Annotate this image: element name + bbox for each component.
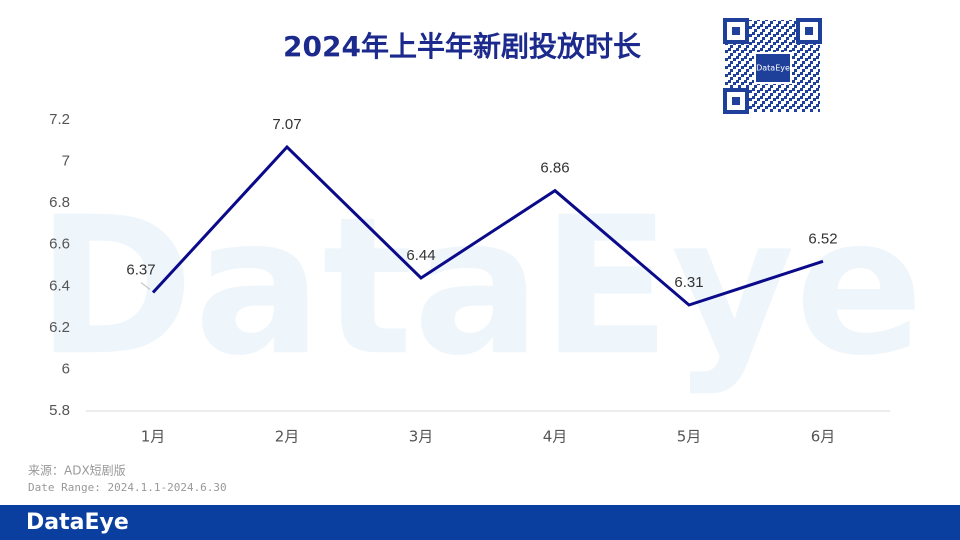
data-label: 6.31 (674, 274, 703, 291)
date-range: Date Range: 2024.1.1-2024.6.30 (28, 481, 227, 494)
y-tick-label: 6.6 (49, 236, 70, 253)
footer-bar (0, 505, 960, 540)
y-tick-label: 6 (62, 360, 70, 377)
data-label: 6.52 (808, 230, 837, 247)
y-tick-label: 7.2 (49, 111, 70, 128)
y-tick-label: 5.8 (49, 402, 70, 419)
x-tick-label: 5月 (677, 428, 702, 446)
chart-title: 2024年上半年新剧投放时长 (283, 30, 641, 63)
x-tick-label: 6月 (811, 428, 836, 446)
brand: DataEye (26, 510, 129, 535)
x-tick-label: 3月 (409, 428, 434, 446)
y-tick-label: 6.8 (49, 194, 70, 211)
data-line (151, 144, 824, 307)
data-label: 6.37 (126, 261, 155, 278)
y-tick-label: 6.2 (49, 319, 70, 336)
leader-line (140, 282, 151, 290)
qr-label: DataEye (756, 64, 790, 73)
x-tick-label: 1月 (141, 428, 166, 446)
y-tick-label: 7 (62, 153, 70, 170)
qr-code: DataEye (723, 18, 822, 114)
y-tick-label: 6.4 (49, 277, 70, 294)
source: 来源：ADX短剧版 (28, 464, 126, 478)
watermark: DataEye (36, 176, 923, 397)
x-tick-label: 4月 (543, 428, 568, 446)
data-label: 6.44 (406, 247, 435, 264)
data-label: 6.86 (540, 160, 569, 177)
x-tick-label: 2月 (275, 428, 300, 446)
data-label: 7.07 (272, 116, 301, 133)
